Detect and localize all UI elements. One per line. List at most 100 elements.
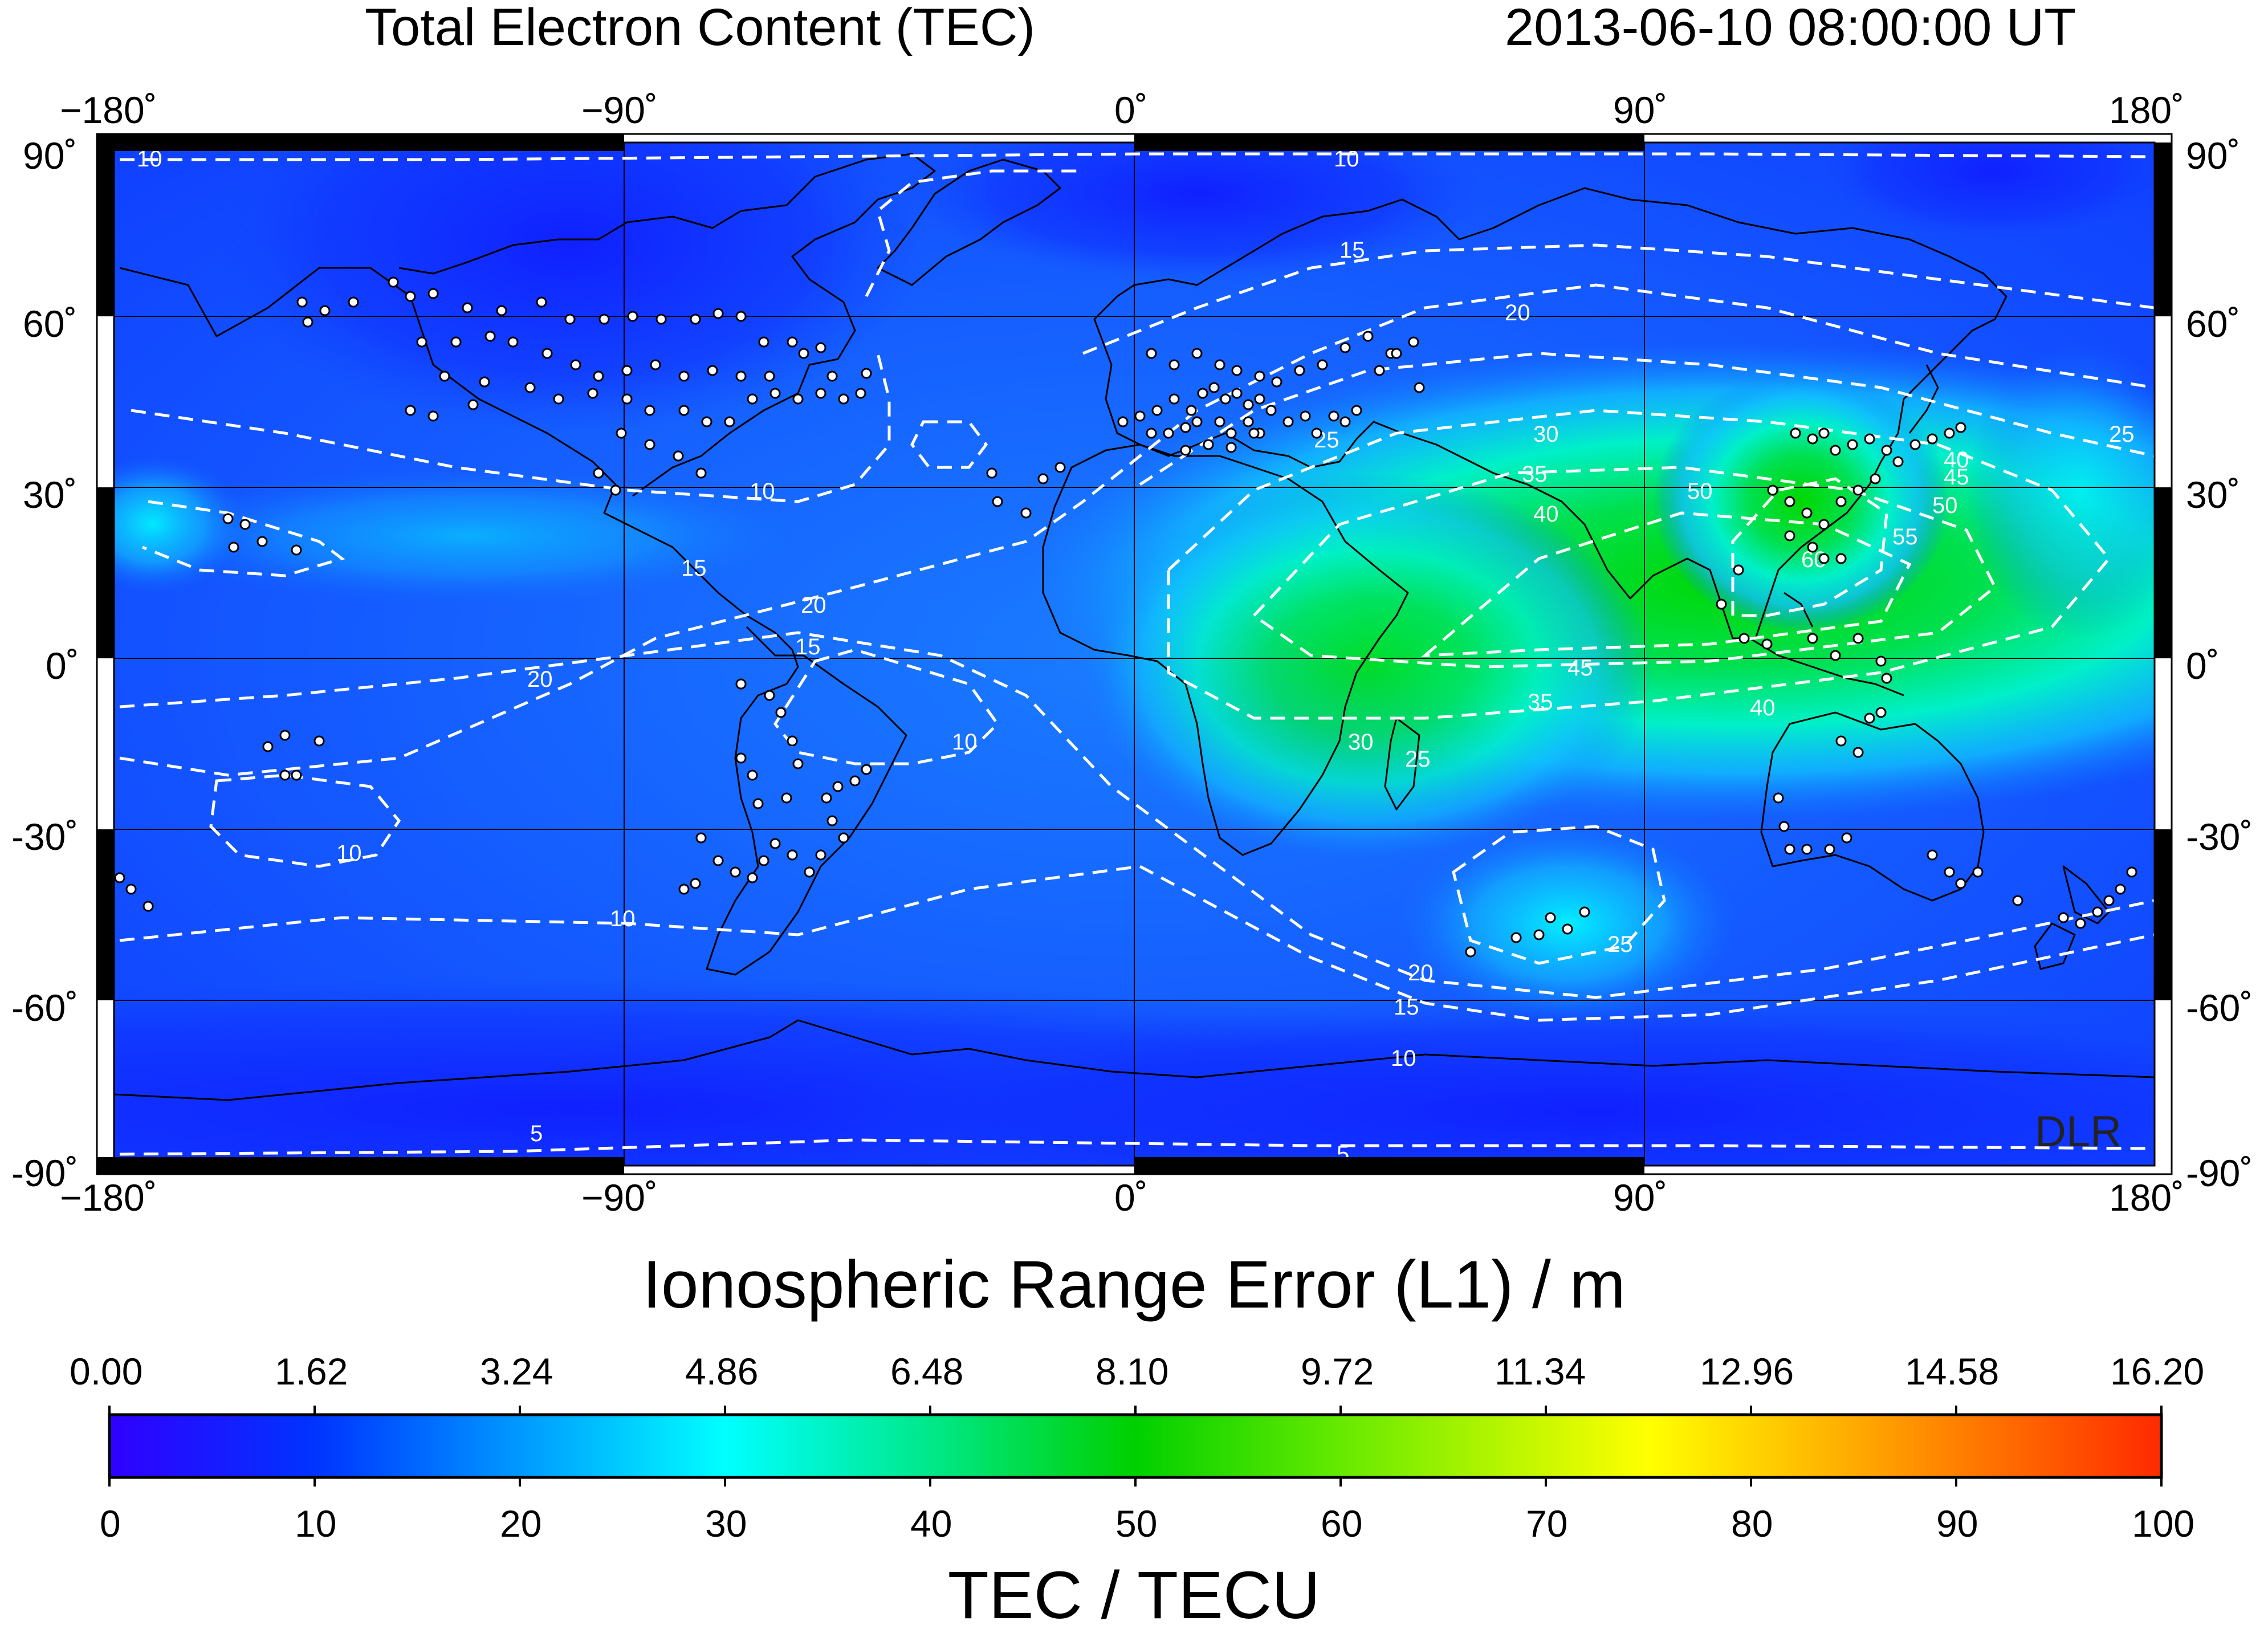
station-marker xyxy=(764,690,775,701)
station-marker xyxy=(678,370,690,382)
station-marker xyxy=(826,815,838,826)
lon-tick-top: 180˚ xyxy=(2109,89,2185,131)
gnss-stations xyxy=(114,276,2137,958)
station-marker xyxy=(1864,433,1875,445)
station-marker xyxy=(291,769,302,781)
station-marker xyxy=(279,730,291,741)
lat-tick-right: 60˚ xyxy=(2186,303,2241,345)
station-marker xyxy=(570,359,581,370)
map-outer-frame xyxy=(96,133,2173,1175)
station-marker xyxy=(1180,422,1191,433)
station-marker xyxy=(1801,507,1813,519)
station-marker xyxy=(832,781,844,792)
lon-tick-top: −180˚ xyxy=(60,89,157,131)
station-marker xyxy=(1818,519,1830,530)
station-marker xyxy=(1351,405,1362,416)
station-marker xyxy=(1243,416,1254,427)
colorbar-bottom-label: 100 xyxy=(2132,1502,2195,1545)
station-marker xyxy=(2012,895,2023,906)
station-marker xyxy=(1807,541,1818,553)
colorbar-ticks xyxy=(108,1406,2163,1487)
station-marker xyxy=(1510,932,1522,943)
station-marker xyxy=(1146,348,1157,359)
colorbar-top-label: 14.58 xyxy=(1905,1350,2000,1392)
station-marker xyxy=(849,775,861,787)
station-marker xyxy=(644,405,655,416)
station-marker xyxy=(2103,895,2115,906)
contour-label: 15 xyxy=(681,556,707,581)
station-marker xyxy=(724,416,735,427)
tec-contours xyxy=(119,152,2155,1156)
station-marker xyxy=(758,855,769,866)
station-marker xyxy=(735,678,747,690)
station-marker xyxy=(1835,496,1847,507)
station-marker xyxy=(427,410,439,422)
station-marker xyxy=(650,359,661,370)
contour-label: 15 xyxy=(795,634,821,659)
station-marker xyxy=(673,450,684,462)
station-marker xyxy=(296,296,308,308)
station-marker xyxy=(1579,906,1590,918)
contour-label: 10 xyxy=(336,841,362,866)
station-marker xyxy=(627,311,638,322)
station-marker xyxy=(747,393,758,405)
station-marker xyxy=(1847,439,1858,450)
station-marker xyxy=(1818,553,1830,564)
station-marker xyxy=(769,838,781,849)
colorbar-bottom-label: 80 xyxy=(1731,1502,1773,1545)
station-marker xyxy=(735,311,747,322)
contour-label: 20 xyxy=(801,593,826,618)
contour-label: 5 xyxy=(530,1121,543,1146)
station-marker xyxy=(986,467,997,479)
station-marker xyxy=(1818,427,1830,439)
station-marker xyxy=(1191,348,1203,359)
station-marker xyxy=(764,370,775,382)
station-marker xyxy=(1784,844,1795,855)
station-marker xyxy=(1841,832,1852,844)
station-marker xyxy=(1339,342,1351,353)
credit-label: DLR xyxy=(2035,1107,2122,1156)
station-marker xyxy=(787,849,798,861)
station-marker xyxy=(707,365,718,376)
station-marker xyxy=(1300,410,1311,422)
tec-field xyxy=(114,142,2155,1166)
station-marker xyxy=(256,536,268,547)
contour-label: 25 xyxy=(2109,422,2135,447)
station-marker xyxy=(313,735,325,747)
station-marker xyxy=(467,399,479,410)
station-marker xyxy=(1830,650,1841,661)
station-marker xyxy=(536,296,547,308)
station-marker xyxy=(114,872,125,883)
station-marker xyxy=(279,769,291,781)
station-marker xyxy=(1852,484,1864,496)
colorbar-top-label: 0.00 xyxy=(70,1350,143,1392)
station-marker xyxy=(821,792,832,804)
station-marker xyxy=(838,393,849,405)
contour-label: 45 xyxy=(1944,465,1969,490)
station-marker xyxy=(1328,410,1339,422)
station-marker xyxy=(484,331,496,342)
station-marker xyxy=(1408,336,1419,348)
station-marker xyxy=(701,416,712,427)
station-marker xyxy=(1881,673,1892,684)
station-marker xyxy=(1117,416,1129,427)
station-marker xyxy=(1767,484,1778,496)
contour-label: 20 xyxy=(1505,300,1530,325)
colorbar-bottom-label: 90 xyxy=(1936,1502,1978,1545)
station-marker xyxy=(2058,912,2069,923)
lat-tick-right: 30˚ xyxy=(2186,474,2241,516)
station-marker xyxy=(712,855,724,866)
station-marker xyxy=(593,370,604,382)
station-marker xyxy=(1020,507,1032,519)
colorbar-bottom-label: 40 xyxy=(910,1502,952,1545)
station-marker xyxy=(855,388,866,399)
station-marker xyxy=(769,388,781,399)
station-marker xyxy=(1807,433,1818,445)
contour-label: 40 xyxy=(1533,502,1559,527)
contour-label: 40 xyxy=(1750,695,1776,720)
station-marker xyxy=(735,370,747,382)
lat-tick-right: 0˚ xyxy=(2186,645,2220,687)
station-marker xyxy=(826,370,838,382)
station-marker xyxy=(1214,416,1225,427)
station-marker xyxy=(861,764,872,775)
